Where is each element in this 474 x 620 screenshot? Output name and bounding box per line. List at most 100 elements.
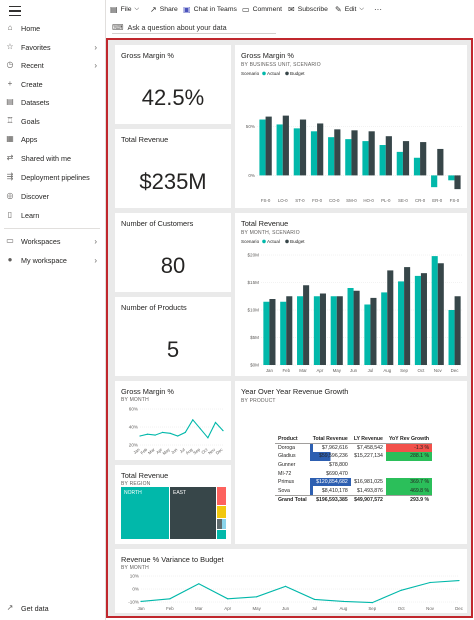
bar-actual[interactable]: [362, 141, 369, 176]
bar-budget[interactable]: [454, 175, 461, 190]
bar-budget[interactable]: [282, 115, 289, 176]
chat-in-teams-button[interactable]: ▣ Chat in Teams: [183, 3, 237, 15]
comment-button[interactable]: ▭ Comment: [242, 3, 282, 15]
table-row[interactable]: Gunner $78,800: [275, 461, 432, 470]
sidebar-item-discover[interactable]: ◎ Discover: [0, 187, 106, 205]
data-point[interactable]: [284, 585, 287, 587]
bar-budget[interactable]: [420, 273, 427, 365]
bar-actual[interactable]: [313, 296, 320, 365]
series-line[interactable]: [139, 418, 224, 439]
share-button[interactable]: ↗ Share: [150, 3, 178, 15]
bar-actual[interactable]: [381, 292, 388, 365]
hamburger-menu-icon[interactable]: [9, 6, 21, 17]
bar-budget[interactable]: [420, 142, 427, 176]
bar-actual[interactable]: [347, 288, 354, 365]
data-point[interactable]: [214, 421, 217, 424]
data-point[interactable]: [371, 602, 373, 604]
tile-revenue-variance-to-budget[interactable]: Revenue % Variance to Budget BY MONTH 10…: [115, 549, 467, 613]
bar-actual[interactable]: [398, 281, 405, 365]
bar-actual[interactable]: [330, 296, 337, 365]
data-point[interactable]: [146, 433, 149, 435]
bar-budget[interactable]: [454, 296, 461, 365]
data-point[interactable]: [169, 432, 171, 434]
sidebar-item-favorites[interactable]: ☆ Favorites ›: [0, 38, 106, 56]
qna-input[interactable]: ⌨ Ask a question about your data: [112, 22, 276, 34]
edit-button[interactable]: ✎ Edit ⌵: [335, 3, 364, 15]
data-point[interactable]: [154, 434, 156, 436]
bar-actual[interactable]: [413, 157, 421, 176]
data-point[interactable]: [140, 600, 142, 602]
tile-total-revenue-by-region[interactable]: Total Revenue BY REGION NORTH EAST: [115, 465, 231, 544]
subscribe-button[interactable]: ✉ Subscribe: [288, 3, 328, 15]
card-number-of-customers[interactable]: Number of Customers 80: [115, 213, 231, 292]
data-point[interactable]: [458, 579, 460, 582]
bar-budget[interactable]: [334, 129, 341, 176]
file-menu[interactable]: ▤ File ⌵: [110, 3, 139, 15]
bar-budget[interactable]: [299, 119, 307, 176]
sidebar-item-recent[interactable]: ◷ Recent ›: [0, 56, 106, 74]
data-point[interactable]: [177, 435, 179, 437]
sidebar-item-home[interactable]: ⌂ Home: [0, 19, 106, 37]
bar-actual[interactable]: [431, 256, 438, 365]
bar-actual[interactable]: [310, 131, 318, 176]
sidebar-item-my-workspace[interactable]: ● My workspace ›: [0, 251, 106, 269]
sidebar-item-datasets[interactable]: ▤ Datasets: [0, 93, 106, 111]
bar-budget[interactable]: [286, 296, 293, 365]
sidebar-item-apps[interactable]: ▦ Apps: [0, 130, 106, 148]
bar-budget[interactable]: [437, 263, 444, 365]
tile-gross-margin-by-business-unit[interactable]: Gross Margin % BY BUSINESS UNIT, SCENARI…: [235, 45, 467, 208]
data-point[interactable]: [429, 581, 431, 584]
data-point[interactable]: [184, 431, 186, 433]
bar-budget[interactable]: [303, 285, 310, 365]
sidebar-item-workspaces[interactable]: ▭ Workspaces ›: [0, 232, 106, 250]
data-point[interactable]: [256, 596, 258, 598]
data-point[interactable]: [169, 598, 171, 600]
bar-actual[interactable]: [431, 175, 438, 188]
data-point[interactable]: [313, 598, 316, 600]
sidebar-item-shared-with-me[interactable]: ⇄ Shared with me: [0, 149, 106, 167]
bar-budget[interactable]: [387, 270, 394, 365]
bar-budget[interactable]: [336, 296, 343, 365]
sidebar-item-learn[interactable]: ▯ Learn: [0, 206, 106, 224]
bar-budget[interactable]: [402, 141, 410, 176]
data-point[interactable]: [199, 428, 201, 430]
data-point[interactable]: [192, 419, 194, 421]
table-row[interactable]: Gladius $59,596,236 $15,227,134 288.1 %: [275, 452, 433, 461]
bar-actual[interactable]: [276, 124, 283, 176]
data-point[interactable]: [227, 598, 229, 600]
bar-actual[interactable]: [396, 151, 403, 176]
sidebar-item-create[interactable]: + Create: [0, 75, 106, 93]
tile-yoy-revenue-growth[interactable]: Year Over Year Revenue Growth BY PRODUCT…: [235, 381, 467, 544]
bar-budget[interactable]: [353, 290, 360, 365]
bar-actual[interactable]: [263, 301, 270, 365]
tile-gross-margin-by-month[interactable]: Gross Margin % BY MONTH 60% 40% 20% Jan Feb M…: [115, 381, 231, 460]
more-options-button[interactable]: ···: [374, 3, 382, 15]
tile-total-revenue-by-month[interactable]: Total Revenue BY MONTH, SCENARIO Scenari…: [235, 213, 467, 376]
series-line[interactable]: [140, 580, 460, 604]
bar-actual[interactable]: [345, 139, 352, 176]
bar-actual[interactable]: [379, 145, 386, 176]
data-point[interactable]: [342, 600, 344, 602]
card-total-revenue[interactable]: Total Revenue $235M: [115, 129, 231, 208]
sidebar-item-goals[interactable]: ♖ Goals: [0, 112, 106, 130]
bar-actual[interactable]: [328, 137, 335, 176]
data-point[interactable]: [207, 437, 209, 439]
data-point[interactable]: [162, 431, 164, 433]
bar-actual[interactable]: [280, 301, 287, 365]
bar-budget[interactable]: [368, 131, 375, 176]
card-number-of-products[interactable]: Number of Products 5: [115, 297, 231, 376]
bar-actual[interactable]: [293, 128, 300, 176]
data-point[interactable]: [400, 589, 402, 591]
bar-actual[interactable]: [448, 175, 455, 181]
bar-budget[interactable]: [437, 148, 444, 176]
bar-actual[interactable]: [259, 119, 266, 176]
data-point[interactable]: [139, 435, 141, 437]
sidebar-item-deployment-pipelines[interactable]: ⇶ Deployment pipelines: [0, 168, 106, 186]
table-row[interactable]: Doroga $7,962,616 $7,458,542 -1.3 %: [275, 443, 433, 453]
bar-actual[interactable]: [448, 310, 455, 365]
sidebar-item-get-data[interactable]: ↗ Get data: [0, 599, 106, 617]
bar-budget[interactable]: [269, 299, 276, 365]
data-point[interactable]: [222, 430, 224, 432]
table-row[interactable]: Primus $120,854,682 $16,981,025 369.7 %: [275, 477, 433, 487]
bar-budget[interactable]: [265, 116, 272, 176]
